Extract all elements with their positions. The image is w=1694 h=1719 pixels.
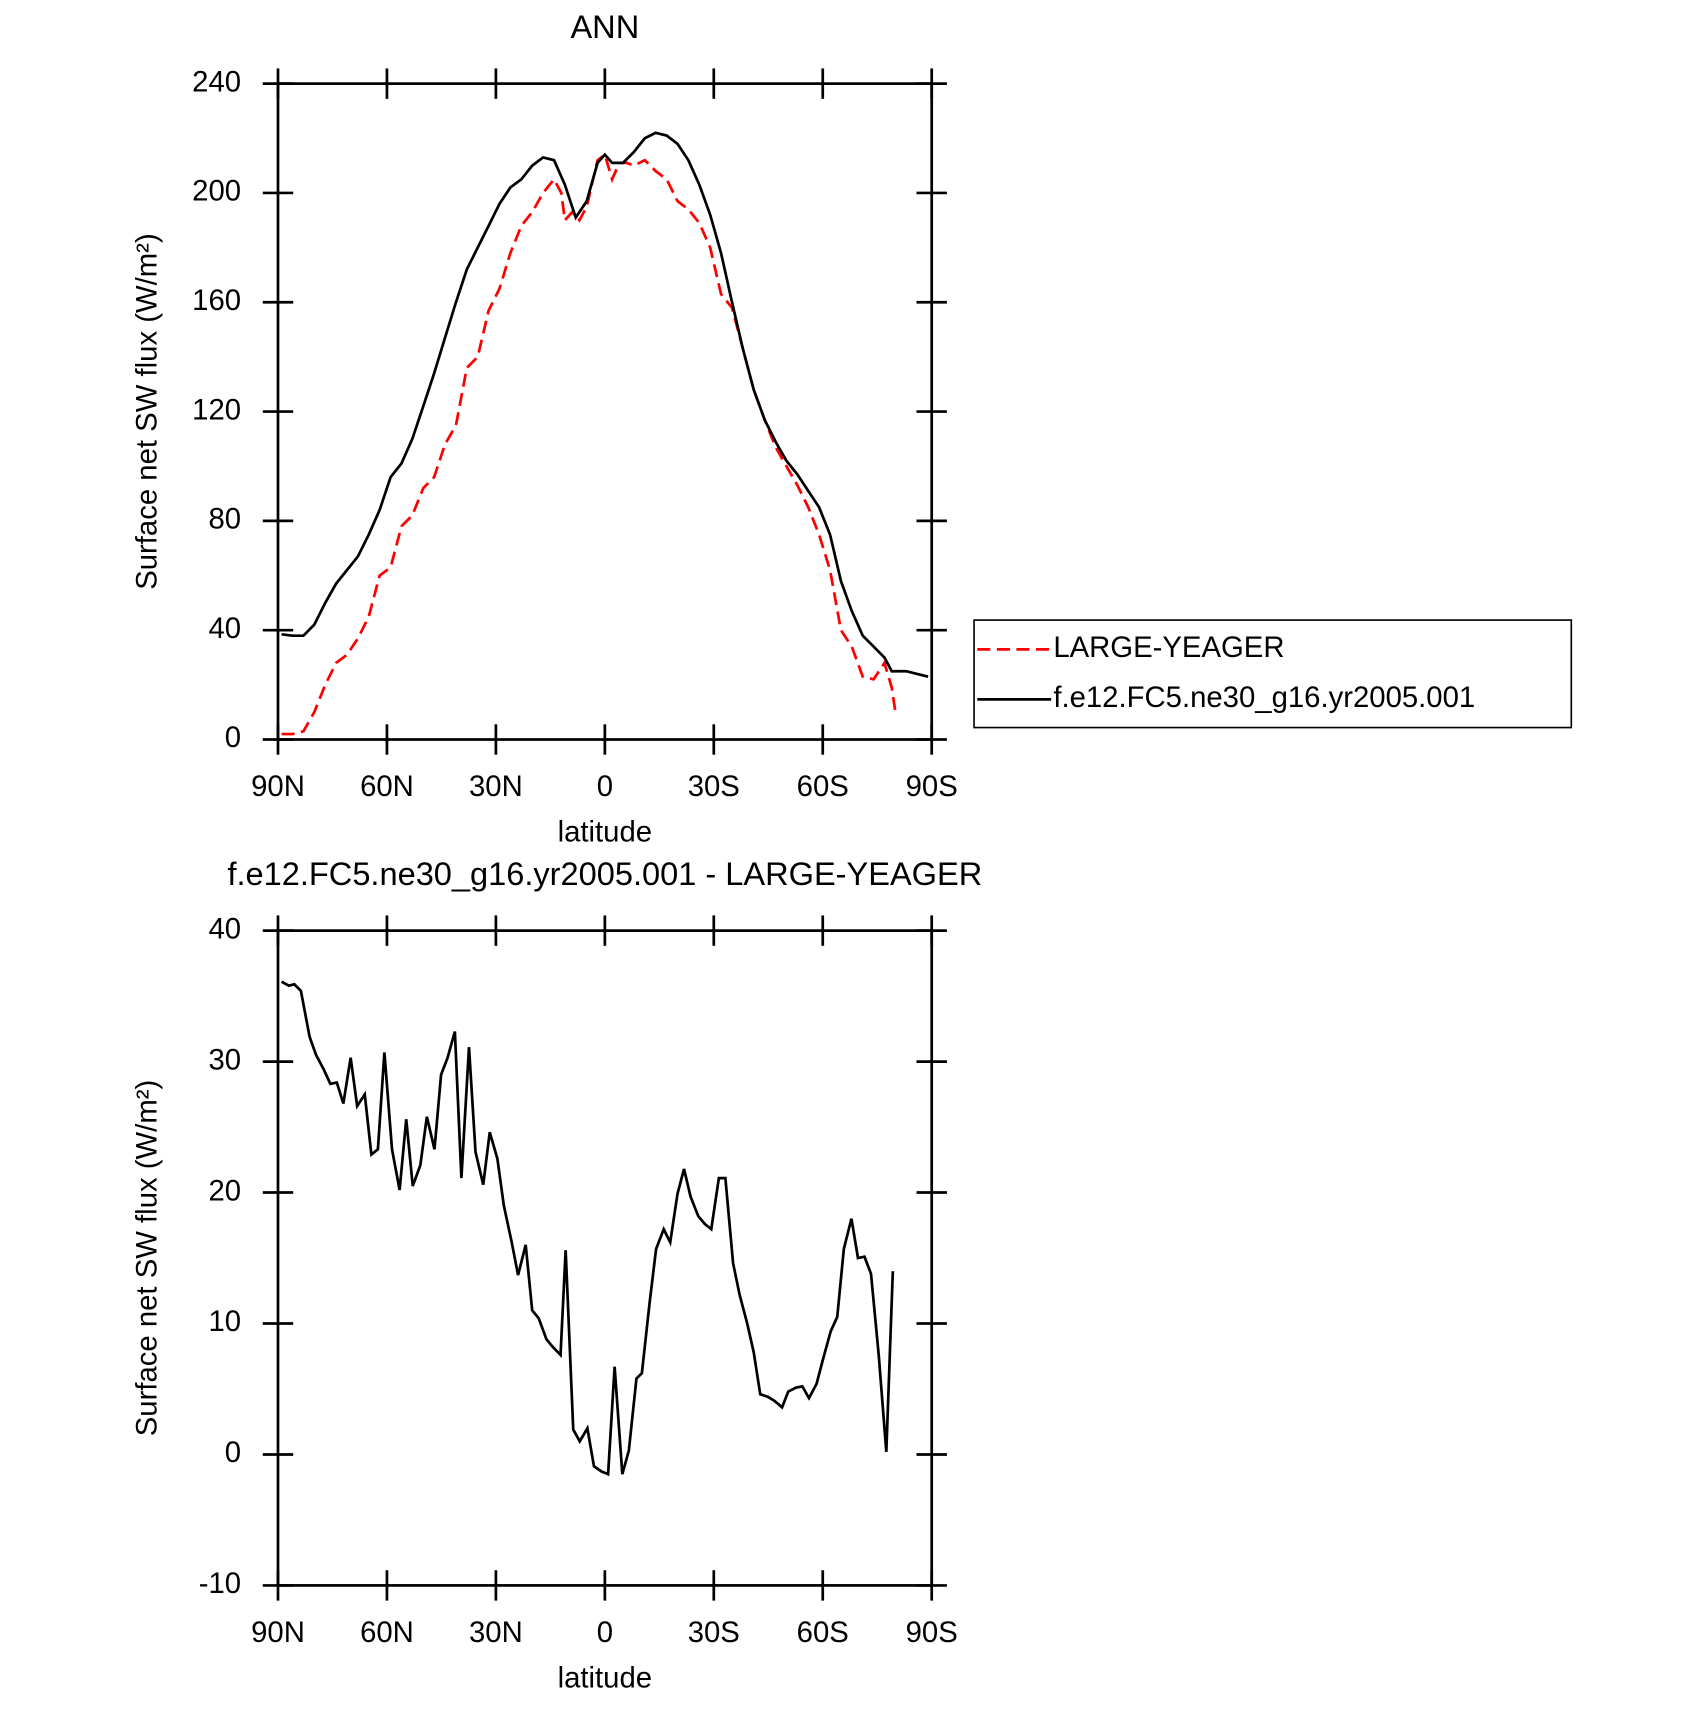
legend-label: LARGE-YEAGER (1053, 631, 1284, 664)
x-axis-label: latitude (558, 1662, 652, 1695)
x-tick-label: 60N (360, 770, 414, 803)
x-tick-label: 90N (251, 770, 305, 803)
y-tick-label: 80 (208, 503, 241, 536)
y-tick-label: 0 (225, 1436, 241, 1469)
y-tick-label: 240 (192, 65, 241, 98)
x-tick-label: 90N (251, 1616, 305, 1649)
x-axis-label: latitude (558, 816, 652, 849)
plot-frame (276, 82, 934, 741)
data-line (280, 980, 895, 1477)
y-tick-label: 10 (208, 1305, 241, 1338)
x-tick-label: 30N (469, 770, 523, 803)
y-tick-label: -10 (199, 1567, 241, 1600)
data-line (281, 131, 929, 678)
x-tick-label: 30S (688, 770, 740, 803)
x-tick-label: 0 (597, 1616, 613, 1649)
data-line (281, 152, 897, 736)
legend-label: f.e12.FC5.ne30_g16.yr2005.001 (1053, 681, 1475, 714)
y-tick-label: 40 (208, 612, 241, 645)
chart-title: ANN (570, 9, 639, 45)
y-tick-label: 120 (192, 393, 241, 426)
x-tick-label: 60N (360, 1616, 414, 1649)
y-axis-label: Surface net SW flux (W/m²) (131, 1080, 164, 1437)
x-tick-label: 0 (597, 770, 613, 803)
chart-title: f.e12.FC5.ne30_g16.yr2005.001 - LARGE-YE… (227, 856, 982, 892)
y-tick-label: 160 (192, 284, 241, 317)
x-tick-label: 60S (797, 770, 849, 803)
y-tick-label: 30 (208, 1043, 241, 1076)
y-tick-label: 40 (208, 912, 241, 945)
x-tick-label: 90S (906, 1616, 958, 1649)
legend-box (973, 619, 1573, 729)
y-tick-label: 0 (225, 721, 241, 754)
x-tick-label: 30S (688, 1616, 740, 1649)
y-tick-label: 200 (192, 175, 241, 208)
x-tick-label: 30N (469, 1616, 523, 1649)
x-tick-label: 90S (906, 770, 958, 803)
plot-frame (276, 929, 934, 1587)
x-tick-label: 60S (797, 1616, 849, 1649)
y-axis-label: Surface net SW flux (W/m²) (131, 233, 164, 590)
y-tick-label: 20 (208, 1174, 241, 1207)
